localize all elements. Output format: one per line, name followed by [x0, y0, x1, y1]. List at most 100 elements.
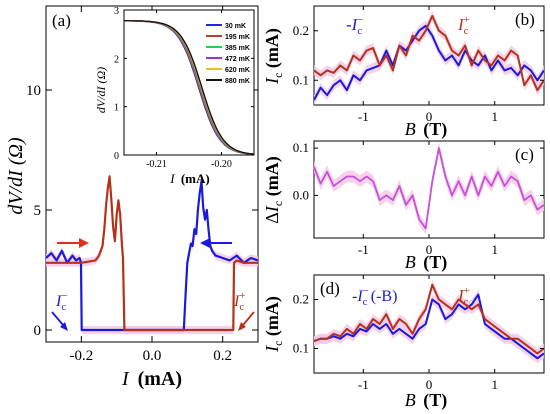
inset-curves: [123, 20, 255, 155]
x-tick-label: -0.2: [69, 348, 93, 364]
y-tick-label: 0: [34, 323, 42, 339]
legend-label: 880 mK: [225, 78, 250, 85]
panel-b-xlabel: B (T): [405, 119, 448, 140]
panel-b-tag: (b): [515, 10, 535, 29]
x-tick-label: 1: [491, 377, 498, 392]
panel-d-xlabel-unit: (T): [423, 390, 447, 411]
error-band-red: [46, 172, 258, 334]
series-line-blue: [313, 24, 545, 101]
series-line-blue: [313, 293, 545, 360]
ic-minus-arrow-icon: [51, 311, 68, 331]
inset-plot: -0.21 -0.20 0 1 2 3 30 mK 195 mK 385 mK 472 mK 62…: [94, 6, 255, 186]
y-tick-label: 0.1: [293, 341, 309, 356]
error-band-red: [314, 10, 544, 96]
inset-xlabel: I (mA): [169, 171, 209, 186]
y-tick-label: 5: [34, 203, 42, 219]
panel-c-ylabel-text: ΔIc (mA): [262, 156, 285, 223]
panel-b: -1 0 1 0.1 0.2 (b) -Ic− Ic+ Ic (mA) B (T): [262, 5, 545, 140]
panel-a-tag: (a): [52, 11, 71, 30]
right-arrow-icon: [200, 238, 232, 248]
series-line-red: [46, 175, 258, 332]
inset-ylabel-text: dV/dI (Ω): [94, 67, 108, 113]
x-tick-label: 0: [426, 109, 433, 124]
panel-d-ic-minus-suffix: (-B): [371, 288, 398, 305]
panel-d-ic-minus-label: -Ic− (-B): [352, 285, 397, 308]
error-band-red: [314, 279, 544, 359]
inset-curve: [124, 20, 255, 155]
panel-b-ylabel-text: Ic (mA): [262, 28, 285, 85]
panel-a-curves: [45, 175, 259, 332]
error-band-blue: [314, 20, 544, 105]
ic-plus-arrow-icon: [238, 311, 255, 331]
error-band-magenta: [314, 142, 544, 235]
inset-ylabel: dV/dI (Ω): [94, 67, 108, 113]
panel-b-ic-minus-sup: −: [357, 14, 363, 26]
panel-d-ic-plus-var: I: [457, 286, 465, 305]
left-arrow-icon: [57, 238, 89, 248]
x-tick-label: -1: [358, 377, 369, 392]
y-tick-label: 0.0: [293, 187, 309, 202]
panel-a-ic-minus-var: I: [55, 293, 62, 310]
x-tick-label: -1: [358, 109, 369, 124]
panel-d-error-bands: [314, 279, 544, 364]
series-line-blue: [45, 180, 259, 332]
panel-c: -1 0 1 0.0 0.1 (c) ΔIc (mA) B (T): [262, 140, 545, 273]
panel-b-ic-minus-sub: c: [357, 25, 362, 37]
panel-b-curves: [313, 14, 545, 101]
x-tick-label: 1: [491, 242, 498, 257]
y-tick-label: 3: [114, 6, 119, 17]
panel-b-ic-plus-var: I: [457, 15, 465, 34]
panel-a-ic-plus-var: I: [233, 293, 240, 310]
panel-d: -1 0 10.10.2 (d) -Ic− (-B) Ic+ Ic (mA) B (T…: [262, 274, 545, 411]
panel-c-ticks: -1 0 1 0.0 0.1: [293, 140, 544, 257]
panel-d-ic-plus-sup: +: [464, 285, 470, 297]
x-tick-label: 0: [426, 377, 433, 392]
panel-b-ic-minus-label: -Ic−: [346, 14, 363, 37]
panel-a-ic-plus-sup: +: [239, 290, 245, 302]
panel-a-xlabel-var: I: [121, 368, 130, 390]
panel-a-ic-minus-label: Ic−: [55, 290, 67, 313]
y-tick-label: 10: [26, 83, 41, 99]
panel-a-ic-plus-label: Ic+: [233, 290, 245, 313]
panel-d-frame: [313, 274, 545, 374]
x-tick-label: 0: [426, 242, 433, 257]
panel-a-error-bands: [46, 172, 258, 334]
panel-c-tag: (c): [515, 145, 534, 164]
x-tick-label: 0.0: [143, 348, 162, 364]
legend-label: 472 mK: [225, 56, 250, 63]
panel-d-ic-plus-sub: c: [464, 296, 469, 308]
legend-label: 30 mK: [225, 23, 246, 30]
panel-c-error-band: [314, 142, 544, 235]
panel-b-ticks: -1 0 1 0.1 0.2: [293, 6, 544, 124]
panel-d-ylabel-text: Ic (mA): [262, 296, 285, 353]
y-tick-label: 0.2: [293, 23, 309, 38]
panel-b-error-bands: [314, 10, 544, 105]
y-tick-label: 0.1: [293, 72, 309, 87]
error-band-blue: [46, 177, 258, 334]
panel-b-xlabel-var: B: [405, 119, 416, 139]
series-line-magenta: [313, 147, 545, 230]
x-tick-label: -0.20: [211, 159, 232, 170]
panel-d-ic-minus-sub: c: [363, 296, 368, 308]
panel-a-ticks: -0.2 0.0 0.2 0 5 10: [26, 6, 258, 364]
inset-ticks: -0.21 -0.20 0 1 2 3: [114, 6, 254, 170]
panel-a-ic-minus-sup: −: [61, 290, 67, 302]
inset-xlabel-unit: (mA): [181, 171, 210, 186]
panel-a: -0.2 0.0 0.2 0 5 10 (a) dV/dI (Ω) I (mA): [5, 5, 259, 390]
series-line-red: [313, 283, 545, 355]
panel-d-ic-plus-label: Ic+: [457, 285, 470, 308]
x-tick-label: -1: [358, 242, 369, 257]
panel-a-ylabel-text: dV/dI (Ω): [5, 137, 27, 215]
legend-label: 195 mK: [225, 34, 250, 41]
x-tick-label: 1: [491, 109, 498, 124]
y-tick-label: 0: [114, 151, 119, 162]
panel-b-ic-plus-label: Ic+: [457, 14, 470, 37]
panel-b-ic-minus-var: -I: [346, 15, 359, 34]
panel-a-ylabel: dV/dI (Ω): [5, 137, 27, 215]
x-tick-label: 0.2: [213, 348, 232, 364]
panel-d-xlabel: B (T): [405, 390, 448, 411]
panel-d-ticks: -1 0 1 0.1 0.2: [293, 275, 544, 392]
x-tick-label: -0.21: [146, 159, 167, 170]
series-line-red: [313, 14, 545, 92]
